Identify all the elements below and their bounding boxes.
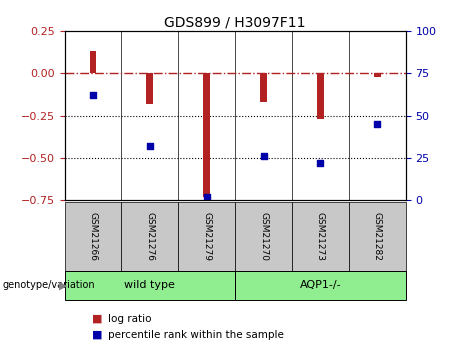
Text: ▶: ▶	[59, 280, 67, 290]
Point	[317, 160, 324, 166]
Bar	[178, 202, 235, 271]
Text: GSM21276: GSM21276	[145, 212, 154, 261]
Bar	[89, 51, 96, 73]
Bar	[147, 73, 153, 104]
Text: GSM21270: GSM21270	[259, 212, 268, 261]
Text: GSM21273: GSM21273	[316, 212, 325, 261]
Title: GDS899 / H3097F11: GDS899 / H3097F11	[165, 16, 306, 30]
Bar	[121, 202, 178, 271]
Bar	[65, 271, 235, 300]
Text: genotype/variation: genotype/variation	[2, 280, 95, 290]
Point	[260, 154, 267, 159]
Bar	[260, 73, 267, 102]
Text: wild type: wild type	[124, 280, 175, 290]
Point	[146, 143, 154, 149]
Text: ■: ■	[92, 314, 103, 324]
Text: GSM21282: GSM21282	[373, 212, 382, 261]
Bar	[65, 202, 121, 271]
Bar	[235, 271, 406, 300]
Bar	[317, 73, 324, 119]
Text: percentile rank within the sample: percentile rank within the sample	[108, 330, 284, 339]
Bar	[235, 202, 292, 271]
Point	[203, 194, 210, 199]
Text: GSM21266: GSM21266	[89, 212, 97, 261]
Bar	[203, 73, 210, 197]
Text: ■: ■	[92, 330, 103, 339]
Point	[373, 121, 381, 127]
Bar	[349, 202, 406, 271]
Text: GSM21279: GSM21279	[202, 212, 211, 261]
Bar	[292, 202, 349, 271]
Text: AQP1-/-: AQP1-/-	[300, 280, 341, 290]
Bar	[374, 73, 381, 77]
Text: log ratio: log ratio	[108, 314, 152, 324]
Point	[89, 92, 97, 98]
